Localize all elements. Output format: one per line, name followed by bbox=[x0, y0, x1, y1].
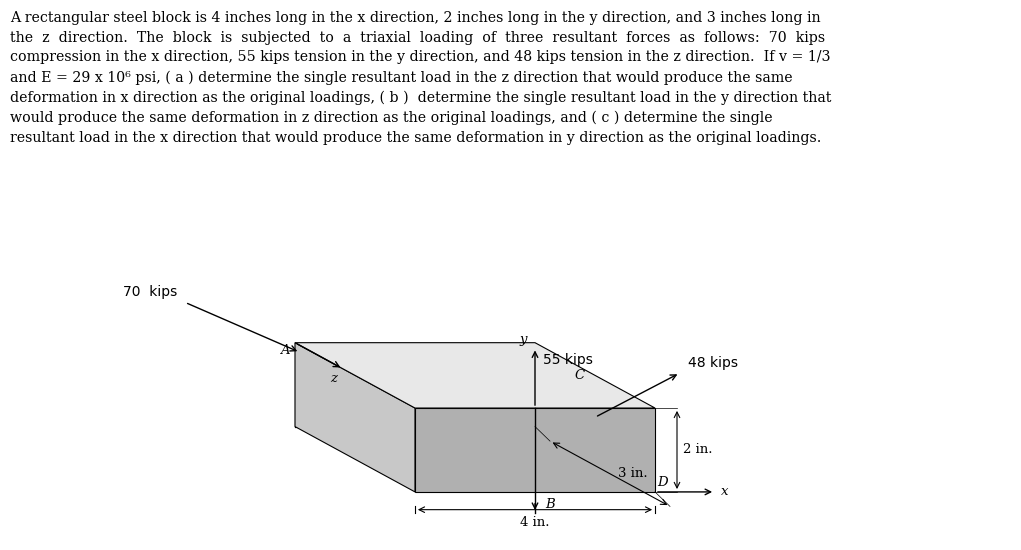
Text: 48 kips: 48 kips bbox=[688, 356, 738, 370]
Text: z: z bbox=[330, 372, 337, 385]
Text: 55 kips: 55 kips bbox=[543, 353, 593, 367]
Polygon shape bbox=[295, 343, 655, 408]
Text: C: C bbox=[575, 369, 585, 382]
Text: 3 in.: 3 in. bbox=[618, 468, 647, 480]
Text: 2 in.: 2 in. bbox=[683, 443, 713, 456]
Text: y: y bbox=[520, 333, 527, 346]
Text: D: D bbox=[657, 476, 668, 489]
Text: A rectangular steel block is 4 inches long in the x direction, 2 inches long in : A rectangular steel block is 4 inches lo… bbox=[10, 11, 831, 145]
Text: A: A bbox=[281, 344, 290, 358]
Text: B: B bbox=[545, 498, 554, 512]
Text: 70  kips: 70 kips bbox=[123, 285, 177, 299]
Text: 4 in.: 4 in. bbox=[521, 516, 549, 529]
Polygon shape bbox=[415, 408, 655, 492]
Text: x: x bbox=[721, 486, 729, 498]
Polygon shape bbox=[295, 343, 415, 492]
